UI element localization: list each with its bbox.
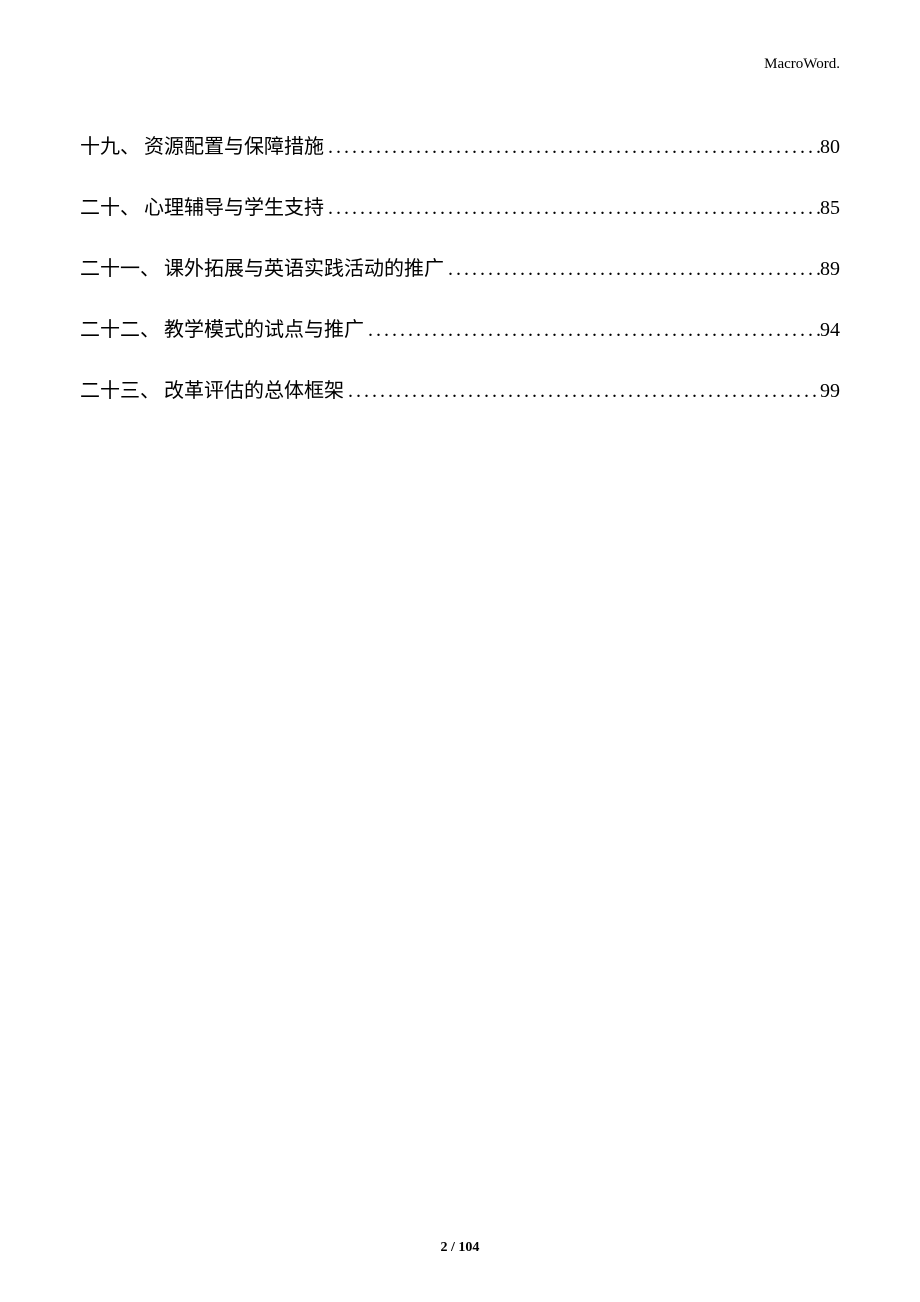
toc-leader-dots xyxy=(344,380,820,403)
toc-entry-page: 99 xyxy=(820,380,840,403)
toc-entry-title: 资源配置与保障措施 xyxy=(144,130,324,159)
table-of-contents: 十九、 资源配置与保障措施 80 二十、 心理辅导与学生支持 85 二十一、 课… xyxy=(80,130,840,435)
document-footer: 2 / 104 xyxy=(0,1240,920,1256)
toc-leader-dots xyxy=(444,258,820,281)
toc-entry-title: 教学模式的试点与推广 xyxy=(164,313,364,342)
brand-text: MacroWord. xyxy=(764,56,840,72)
toc-entry-number: 二十二、 xyxy=(80,313,160,342)
toc-entry-page: 85 xyxy=(820,197,840,220)
toc-entry-page: 89 xyxy=(820,258,840,281)
page-indicator: 2 / 104 xyxy=(441,1240,480,1255)
toc-entry-title: 课外拓展与英语实践活动的推广 xyxy=(164,252,444,281)
toc-leader-dots xyxy=(324,197,820,220)
toc-entry: 二十、 心理辅导与学生支持 85 xyxy=(80,191,840,220)
document-header: MacroWord. xyxy=(764,56,840,73)
toc-entry-page: 80 xyxy=(820,136,840,159)
toc-entry-page: 94 xyxy=(820,319,840,342)
toc-entry: 二十三、 改革评估的总体框架 99 xyxy=(80,374,840,403)
toc-entry: 二十一、 课外拓展与英语实践活动的推广 89 xyxy=(80,252,840,281)
toc-entry-number: 二十、 xyxy=(80,191,140,220)
toc-leader-dots xyxy=(324,136,820,159)
toc-entry-title: 心理辅导与学生支持 xyxy=(144,191,324,220)
toc-entry: 二十二、 教学模式的试点与推广 94 xyxy=(80,313,840,342)
toc-entry: 十九、 资源配置与保障措施 80 xyxy=(80,130,840,159)
toc-entry-title: 改革评估的总体框架 xyxy=(164,374,344,403)
toc-leader-dots xyxy=(364,319,820,342)
toc-entry-number: 二十一、 xyxy=(80,252,160,281)
toc-entry-number: 二十三、 xyxy=(80,374,160,403)
toc-entry-number: 十九、 xyxy=(80,130,140,159)
